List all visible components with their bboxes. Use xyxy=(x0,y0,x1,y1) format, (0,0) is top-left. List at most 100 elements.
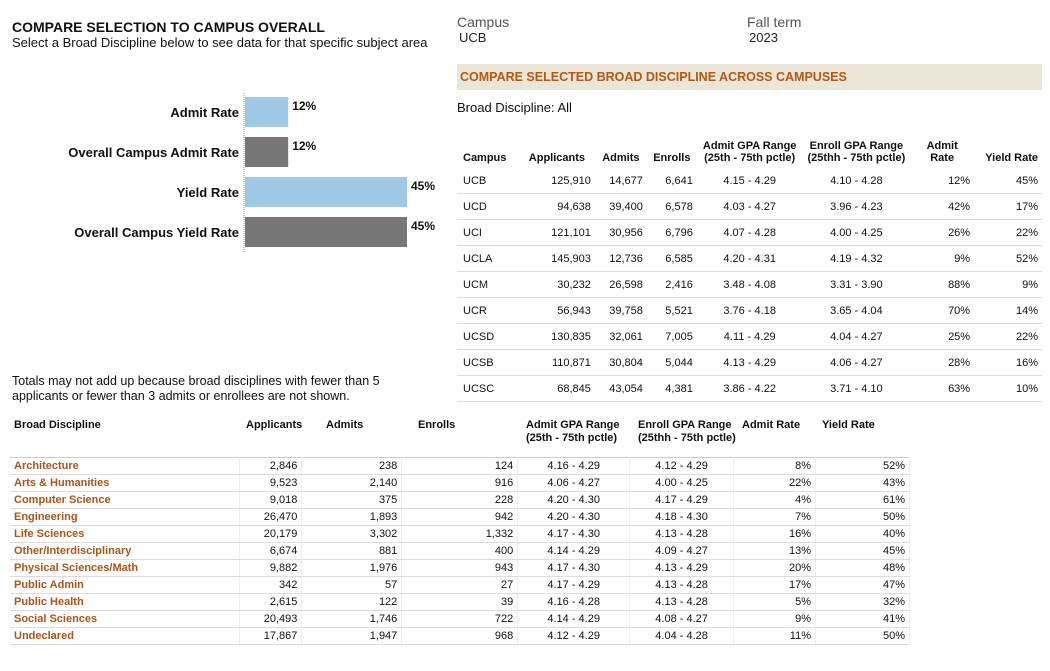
table-cell: 20,179 xyxy=(239,525,303,543)
table-cell: 45% xyxy=(815,542,910,560)
table-cell: 4,381 xyxy=(646,375,697,402)
table-cell: 10% xyxy=(974,375,1042,402)
table-cell: 43,054 xyxy=(594,375,647,402)
discipline-row[interactable]: Architecture 2,846 238 124 4.16 - 4.29 4.12 -… xyxy=(10,457,910,475)
table-cell: 4.06 - 4.27 xyxy=(802,349,911,376)
category-label: Admit Rate xyxy=(170,105,239,120)
campus-name-cell: UCI xyxy=(457,219,519,246)
discipline-link[interactable]: Arts & Humanities xyxy=(10,474,241,492)
table-cell: 4.18 - 4.30 xyxy=(629,508,735,526)
discipline-row[interactable]: Undeclared 17,867 1,947 968 4.12 - 4.29 4.04 … xyxy=(10,627,910,645)
table-cell: 22% xyxy=(974,323,1042,350)
table-cell: 47% xyxy=(815,576,910,594)
table-cell: 121,101 xyxy=(518,219,595,246)
table-cell: 4.16 - 4.29 xyxy=(517,457,631,475)
discipline-link[interactable]: Public Admin xyxy=(10,576,241,594)
term-filter-value[interactable]: 2023 xyxy=(749,30,778,45)
table-cell: 145,903 xyxy=(518,245,595,272)
discipline-link[interactable]: Computer Science xyxy=(10,491,241,509)
table-cell: 68,845 xyxy=(518,375,595,402)
table-cell: 400 xyxy=(401,542,519,560)
campus-name-cell: UCSB xyxy=(457,349,519,376)
table-cell: 4.08 - 4.27 xyxy=(629,610,735,628)
campus-row: UCD 94,638 39,400 6,578 4.03 - 4.27 3.96 - 4.… xyxy=(457,193,1042,220)
table-cell: 3.71 - 4.10 xyxy=(802,375,911,402)
campus-comparison-table: Campus Applicants Admits Enrolls Admit G… xyxy=(457,140,1042,402)
table-cell: 4.14 - 4.29 xyxy=(517,610,631,628)
discipline-row[interactable]: Other/Interdisciplinary 6,674 881 400 4.14 -… xyxy=(10,542,910,560)
table-cell: 41% xyxy=(815,610,910,628)
table-cell: 6,578 xyxy=(646,193,697,220)
table-cell: 48% xyxy=(815,559,910,577)
table-cell: 11% xyxy=(733,627,816,645)
table-cell: 8% xyxy=(733,457,816,475)
campus-filter-value[interactable]: UCB xyxy=(459,30,487,45)
table-cell: 3.76 - 4.18 xyxy=(696,297,803,324)
table-cell: 1,976 xyxy=(301,559,403,577)
discipline-link[interactable]: Life Sciences xyxy=(10,525,241,543)
table-cell: 4.20 - 4.30 xyxy=(517,508,631,526)
discipline-link[interactable]: Public Health xyxy=(10,593,241,611)
table-cell: 6,674 xyxy=(239,542,303,560)
table-cell: 39 xyxy=(401,593,519,611)
discipline-link[interactable]: Engineering xyxy=(10,508,241,526)
table-cell: 4.06 - 4.27 xyxy=(517,474,631,492)
discipline-row[interactable]: Life Sciences 20,179 3,302 1,332 4.17 - 4.30… xyxy=(10,525,910,543)
discipline-table: Architecture 2,846 238 124 4.16 - 4.29 4.12 -… xyxy=(10,457,910,645)
table-cell: 2,140 xyxy=(301,474,403,492)
column-header: Admits xyxy=(602,152,640,164)
table-cell: 16% xyxy=(974,349,1042,376)
column-header: Applicants xyxy=(528,152,586,164)
table-cell: 27 xyxy=(401,576,519,594)
table-cell: 4.12 - 4.29 xyxy=(517,627,631,645)
campus-name-cell: UCB xyxy=(457,168,519,194)
table-cell: 32,061 xyxy=(594,323,647,350)
discipline-link[interactable]: Architecture xyxy=(10,457,241,475)
table-cell: 122 xyxy=(301,593,403,611)
table-cell: 9,523 xyxy=(239,474,303,492)
table-cell: 916 xyxy=(401,474,519,492)
campus-name-cell: UCR xyxy=(457,297,519,324)
table-cell: 20,493 xyxy=(239,610,303,628)
table-cell: 39,400 xyxy=(594,193,647,220)
table-cell: 4.13 - 4.28 xyxy=(629,525,735,543)
campus-row: UCB 125,910 14,677 6,641 4.15 - 4.29 4.10 - 4… xyxy=(457,168,1042,194)
table-cell: 722 xyxy=(401,610,519,628)
discipline-link[interactable]: Other/Interdisciplinary xyxy=(10,542,241,560)
discipline-link[interactable]: Social Sciences xyxy=(10,610,241,628)
discipline-link[interactable]: Physical Sciences/Math xyxy=(10,559,241,577)
table-cell: 4.04 - 4.27 xyxy=(802,323,911,350)
discipline-row[interactable]: Engineering 26,470 1,893 942 4.20 - 4.30 4.18… xyxy=(10,508,910,526)
discipline-row[interactable]: Public Health 2,615 122 39 4.16 - 4.28 4.13 -… xyxy=(10,593,910,611)
category-label: Overall Campus Admit Rate xyxy=(68,145,239,160)
table-cell: 63% xyxy=(910,375,975,402)
table-cell: 3.65 - 4.04 xyxy=(802,297,911,324)
table-cell: 2,615 xyxy=(239,593,303,611)
table-cell: 4.16 - 4.28 xyxy=(517,593,631,611)
table-cell: 26% xyxy=(910,219,975,246)
page-title: COMPARE SELECTION TO CAMPUS OVERALL xyxy=(12,19,325,35)
discipline-row[interactable]: Arts & Humanities 9,523 2,140 916 4.06 - 4.2… xyxy=(10,474,910,492)
discipline-link[interactable]: Undeclared xyxy=(10,627,241,645)
column-header: Applicants xyxy=(246,419,303,431)
column-header: Enroll GPA Range (25thh - 75th pctle) xyxy=(807,140,906,164)
table-cell: 30,232 xyxy=(518,271,595,298)
discipline-row[interactable]: Physical Sciences/Math 9,882 1,976 943 4.17 … xyxy=(10,559,910,577)
table-cell: 4.17 - 4.30 xyxy=(517,525,631,543)
value-label: 12% xyxy=(292,139,316,153)
discipline-row[interactable]: Public Admin 342 57 27 4.17 - 4.29 4.13 - 4.2… xyxy=(10,576,910,594)
table-cell: 9,018 xyxy=(239,491,303,509)
discipline-row[interactable]: Computer Science 9,018 375 228 4.20 - 4.30 4.… xyxy=(10,491,910,509)
column-header: Enrolls xyxy=(653,152,691,164)
category-label: Overall Campus Yield Rate xyxy=(74,225,239,240)
column-header: Admit Rate xyxy=(742,419,801,431)
column-header: Admit GPA Range (25th - 75th pctle) xyxy=(526,419,620,444)
table-cell: 4.15 - 4.29 xyxy=(696,168,803,194)
table-cell: 94,638 xyxy=(518,193,595,220)
table-cell: 30,956 xyxy=(594,219,647,246)
column-header: Admits xyxy=(326,419,364,431)
table-cell: 43% xyxy=(815,474,910,492)
value-label: 45% xyxy=(411,179,435,193)
table-cell: 3.48 - 4.08 xyxy=(696,271,803,298)
discipline-row[interactable]: Social Sciences 20,493 1,746 722 4.14 - 4.29… xyxy=(10,610,910,628)
